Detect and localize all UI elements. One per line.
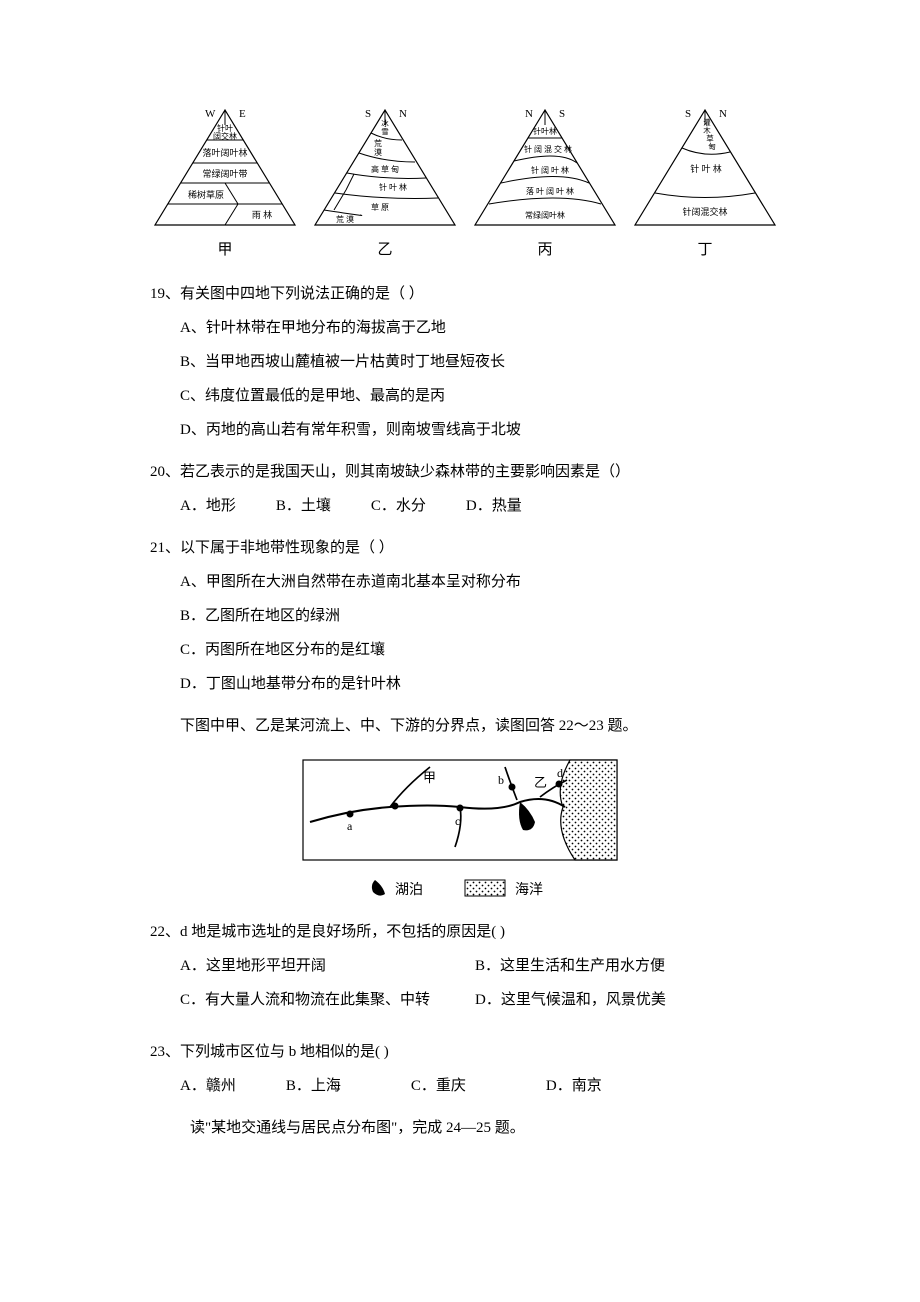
diagram-ding-label: 丁 (697, 238, 712, 262)
intro-22-23: 下图中甲、乙是某河流上、中、下游的分界点，读图回答 22～23 题。 (150, 714, 770, 738)
q20-opt-a: A．地形 (180, 494, 236, 518)
q23-opt-c: C．重庆 (411, 1074, 466, 1098)
q22-options: A．这里地形平坦开阔 B．这里生活和生产用水方便 C．有大量人流和物流在此集聚、… (150, 954, 770, 1022)
svg-text:S: S (559, 108, 565, 120)
q21-opt-b: B．乙图所在地区的绿洲 (180, 604, 770, 628)
q22-opt-c: C．有大量人流和物流在此集聚、中转 (180, 988, 475, 1012)
triangle-yi-svg: S N 冰 雪 荒 漠 高 草 甸 针 叶 林 草 原 荒 漠 (310, 100, 460, 230)
q23-opt-a: A．赣州 (180, 1074, 236, 1098)
svg-text:常绿阔叶林: 常绿阔叶林 (525, 210, 565, 220)
svg-text:针 叶 林: 针 叶 林 (379, 182, 407, 192)
q19-opt-a: A、针叶林带在甲地分布的海拔高于乙地 (180, 316, 770, 340)
svg-text:常绿阔叶带: 常绿阔叶带 (202, 168, 247, 179)
svg-text:稀树草原: 稀树草原 (188, 189, 224, 200)
q22-opt-a: A．这里地形平坦开阔 (180, 954, 475, 978)
question-22: 22、d 地是城市选址的是良好场所，不包括的原因是( ) A．这里地形平坦开阔 … (150, 920, 770, 1022)
triangle-jia-svg: W E 针叶 阔交林 落叶阔叶林 常绿阔叶带 稀树草原 雨 林 (150, 100, 300, 230)
q20-opt-d: D．热量 (466, 494, 522, 518)
q20-opt-c: C．水分 (371, 494, 426, 518)
svg-text:落 叶 阔 叶 林: 落 叶 阔 叶 林 (526, 186, 574, 196)
diagram-jia-label: 甲 (217, 238, 232, 262)
q19-stem: 19、有关图中四地下列说法正确的是（ ） (150, 282, 770, 306)
svg-text:N: N (399, 108, 407, 120)
q19-opt-c: C、纬度位置最低的是甲地、最高的是丙 (180, 384, 770, 408)
mountain-diagrams-row: W E 针叶 阔交林 落叶阔叶林 常绿阔叶带 稀树草原 雨 林 甲 S N 冰 (150, 100, 770, 262)
svg-text:雪: 雪 (381, 127, 389, 136)
river-svg: a 甲 c b 乙 d 湖泊 海洋 (295, 752, 625, 902)
svg-text:针 叶 林: 针 叶 林 (690, 163, 722, 174)
q20-opt-b: B．土壤 (276, 494, 331, 518)
svg-text:漠: 漠 (374, 147, 382, 157)
q21-options: A、甲图所在大洲自然带在赤道南北基本呈对称分布 B．乙图所在地区的绿洲 C．丙图… (150, 570, 770, 696)
svg-text:海洋: 海洋 (515, 882, 543, 898)
question-21: 21、以下属于非地带性现象的是（ ） A、甲图所在大洲自然带在赤道南北基本呈对称… (150, 536, 770, 696)
q21-stem: 21、以下属于非地带性现象的是（ ） (150, 536, 770, 560)
question-23: 23、下列城市区位与 b 地相似的是( ) A．赣州 B．上海 C．重庆 D．南… (150, 1040, 770, 1098)
intro-24-25: 读"某地交通线与居民点分布图"，完成 24—25 题。 (150, 1116, 770, 1140)
svg-text:荒: 荒 (374, 138, 382, 148)
svg-text:阔交林: 阔交林 (213, 131, 237, 141)
svg-text:a: a (347, 819, 353, 833)
svg-text:W: W (205, 108, 216, 120)
svg-text:针叶林: 针叶林 (533, 126, 557, 136)
q22-stem: 22、d 地是城市选址的是良好场所，不包括的原因是( ) (150, 920, 770, 944)
svg-text:甲: 甲 (423, 770, 436, 785)
svg-text:E: E (239, 108, 246, 120)
svg-text:甸: 甸 (708, 141, 716, 151)
svg-text:c: c (455, 814, 460, 828)
diagram-bing: N S 针叶林 针 阔 混 交 林 针 阔 叶 林 落 叶 阔 叶 林 常绿阔叶… (470, 100, 620, 262)
svg-text:针 阔 叶 林: 针 阔 叶 林 (531, 165, 569, 175)
q23-stem: 23、下列城市区位与 b 地相似的是( ) (150, 1040, 770, 1064)
svg-text:S: S (685, 108, 691, 120)
q19-options: A、针叶林带在甲地分布的海拔高于乙地 B、当甲地西坡山麓植被一片枯黄时丁地昼短夜… (150, 316, 770, 442)
river-figure: a 甲 c b 乙 d 湖泊 海洋 (150, 752, 770, 902)
svg-text:d: d (557, 766, 563, 780)
q23-options: A．赣州 B．上海 C．重庆 D．南京 (150, 1074, 770, 1098)
q21-opt-a: A、甲图所在大洲自然带在赤道南北基本呈对称分布 (180, 570, 770, 594)
svg-text:针 阔 混 交 林: 针 阔 混 交 林 (524, 144, 572, 154)
svg-text:N: N (525, 108, 533, 120)
question-19: 19、有关图中四地下列说法正确的是（ ） A、针叶林带在甲地分布的海拔高于乙地 … (150, 282, 770, 442)
svg-text:S: S (365, 108, 371, 120)
triangle-ding-svg: S N 灌 木 草 甸 针 叶 林 针阔混交林 (630, 100, 780, 230)
svg-text:针阔混交林: 针阔混交林 (682, 206, 727, 217)
q21-opt-c: C．丙图所在地区分布的是红壤 (180, 638, 770, 662)
svg-text:雨 林: 雨 林 (252, 209, 272, 220)
triangle-bing-svg: N S 针叶林 针 阔 混 交 林 针 阔 叶 林 落 叶 阔 叶 林 常绿阔叶… (470, 100, 620, 230)
svg-text:湖泊: 湖泊 (395, 882, 423, 898)
q20-stem: 20、若乙表示的是我国天山，则其南坡缺少森林带的主要影响因素是（） (150, 460, 770, 484)
q19-opt-d: D、丙地的高山若有常年积雪，则南坡雪线高于北坡 (180, 418, 770, 442)
svg-text:高 草 甸: 高 草 甸 (371, 164, 399, 174)
svg-text:落叶阔叶林: 落叶阔叶林 (202, 147, 247, 158)
svg-text:b: b (498, 773, 504, 787)
diagram-jia: W E 针叶 阔交林 落叶阔叶林 常绿阔叶带 稀树草原 雨 林 甲 (150, 100, 300, 262)
diagram-yi: S N 冰 雪 荒 漠 高 草 甸 针 叶 林 草 原 荒 漠 乙 (310, 100, 460, 262)
q22-opt-d: D．这里气候温和，风景优美 (475, 988, 770, 1012)
q23-opt-b: B．上海 (286, 1074, 341, 1098)
diagram-ding: S N 灌 木 草 甸 针 叶 林 针阔混交林 丁 (630, 100, 780, 262)
svg-text:N: N (719, 108, 727, 120)
q21-opt-d: D．丁图山地基带分布的是针叶林 (180, 672, 770, 696)
q22-opt-b: B．这里生活和生产用水方便 (475, 954, 770, 978)
q23-opt-d: D．南京 (546, 1074, 602, 1098)
diagram-yi-label: 乙 (377, 238, 392, 262)
question-20: 20、若乙表示的是我国天山，则其南坡缺少森林带的主要影响因素是（） A．地形 B… (150, 460, 770, 518)
diagram-bing-label: 丙 (537, 238, 552, 262)
svg-text:荒 漠: 荒 漠 (336, 214, 354, 224)
q19-opt-b: B、当甲地西坡山麓植被一片枯黄时丁地昼短夜长 (180, 350, 770, 374)
svg-text:草 原: 草 原 (371, 202, 389, 212)
svg-text:乙: 乙 (534, 775, 547, 790)
q20-options: A．地形 B．土壤 C．水分 D．热量 (150, 494, 770, 518)
